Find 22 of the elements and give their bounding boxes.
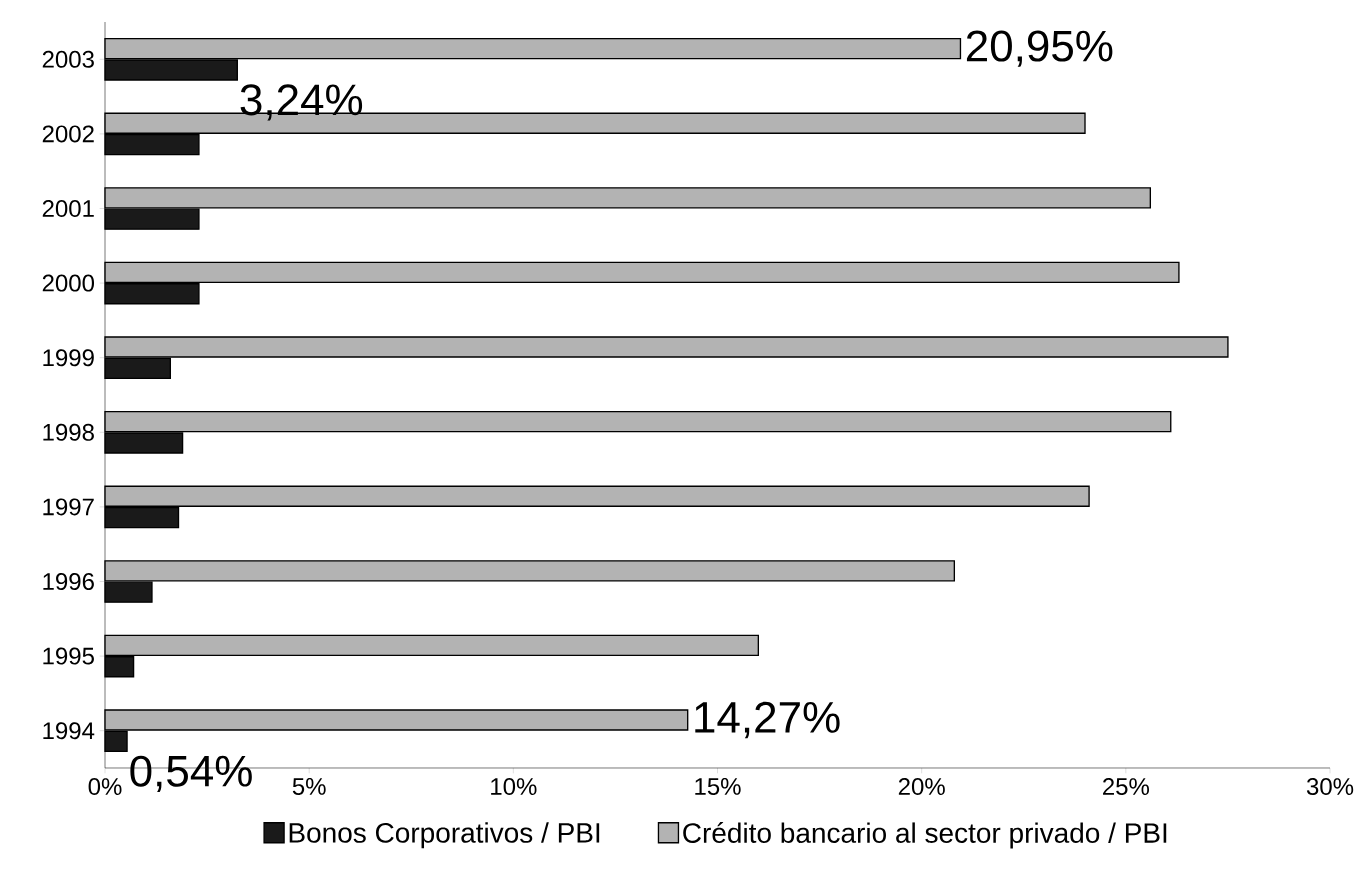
y-tick-label: 1997 (43, 498, 94, 516)
y-tick-label: 1995 (43, 647, 94, 665)
x-tick-label: 30% (1306, 778, 1354, 796)
x-tick-label: 0% (88, 778, 122, 796)
y-tick-label: 1994 (43, 722, 95, 740)
x-tick-label: 10% (491, 778, 537, 796)
y-tick-label: 1999 (43, 349, 94, 367)
y-tick-label: 2001 (42, 199, 94, 217)
x-tick-label: 5% (292, 778, 326, 795)
y-tick-label: 2002 (42, 125, 94, 143)
x-tick-label: 20% (898, 778, 945, 796)
data-label: 14,27% (695, 701, 840, 739)
y-tick-label: 2003 (42, 50, 94, 68)
x-tick-label: 15% (695, 778, 741, 795)
y-tick-label: 1996 (43, 572, 94, 590)
y-tick-label: 1998 (43, 423, 94, 441)
data-label: 0,54% (130, 755, 252, 792)
legend-label: Crédito bancario al sector privado / PBI (683, 822, 1167, 849)
x-tick-label: 25% (1103, 778, 1149, 796)
data-label: 20,95% (966, 30, 1113, 67)
legend-label: Bonos Corporativos / PBI (289, 822, 600, 849)
y-tick-label: 2000 (42, 274, 95, 292)
